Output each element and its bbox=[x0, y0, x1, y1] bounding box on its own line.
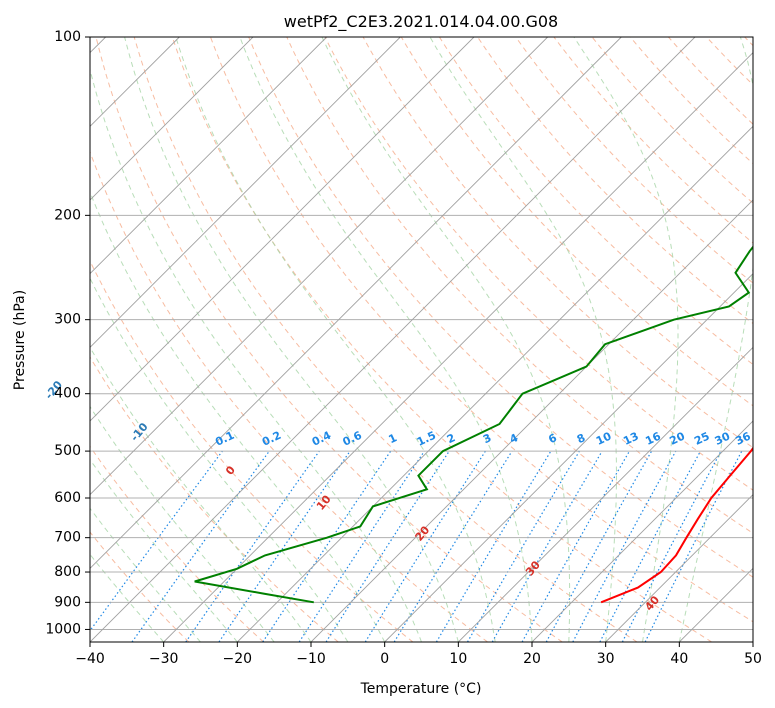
y-tick-label: 600 bbox=[54, 490, 81, 506]
x-tick-label: 30 bbox=[597, 651, 615, 667]
mixing-ratio-label: 36 bbox=[733, 429, 753, 447]
y-tick-label: 800 bbox=[54, 564, 81, 580]
plot-area bbox=[90, 37, 753, 642]
mixing-ratio-line bbox=[90, 450, 223, 632]
y-tick-label: 200 bbox=[54, 207, 81, 223]
y-tick-label: 500 bbox=[54, 443, 81, 459]
x-tick-label: 20 bbox=[523, 651, 541, 667]
isotherm-gridline bbox=[90, 37, 475, 422]
y-axis-label: Pressure (hPa) bbox=[12, 290, 28, 390]
moist-adiabat bbox=[573, 37, 679, 642]
y-tick-label: 700 bbox=[54, 530, 81, 546]
isotherm-gridline bbox=[90, 37, 696, 642]
y-tick-label: 900 bbox=[54, 594, 81, 610]
moist-adiabat bbox=[90, 553, 165, 642]
isotherm-gridline bbox=[90, 37, 548, 496]
mixing-ratio-line bbox=[298, 450, 425, 642]
moist-adiabat bbox=[90, 67, 422, 642]
mixing-ratio-line bbox=[644, 450, 743, 642]
mixing-ratio-label: 20 bbox=[668, 429, 688, 447]
moist-adiabat bbox=[90, 277, 349, 642]
mixing-ratio-label: 30 bbox=[713, 429, 733, 447]
x-axis-label: Temperature (°C) bbox=[360, 681, 482, 697]
isotherm-gridline bbox=[90, 37, 622, 569]
dry-adiabat bbox=[90, 356, 339, 642]
x-tick-label: −20 bbox=[223, 651, 253, 667]
dry-adiabat bbox=[90, 531, 190, 642]
moist-adiabat bbox=[124, 37, 459, 642]
y-tick-label: 400 bbox=[54, 386, 81, 402]
x-tick-label: −10 bbox=[296, 651, 326, 667]
x-tick-label: 50 bbox=[744, 651, 762, 667]
dry-adiabat bbox=[90, 150, 488, 642]
x-tick-label: 40 bbox=[670, 651, 688, 667]
mixing-ratio-line bbox=[572, 450, 677, 642]
isotherm-gridline bbox=[605, 494, 753, 642]
mixing-ratio-line bbox=[325, 450, 450, 642]
isotherm-gridline bbox=[237, 125, 753, 642]
chart-title: wetPf2_C2E3.2021.014.04.00.G08 bbox=[284, 12, 558, 32]
mixing-ratio-line bbox=[185, 450, 320, 642]
dry-adiabat bbox=[324, 37, 753, 491]
dry-adiabat bbox=[438, 37, 753, 366]
dry-adiabat bbox=[133, 37, 638, 642]
dry-adiabat bbox=[286, 37, 753, 534]
mixing-ratio-line bbox=[545, 450, 653, 642]
dry-adiabat bbox=[95, 37, 563, 642]
mixing-ratio-line bbox=[131, 450, 270, 642]
axes: −40 −30 −20 −10 0 10 20 30 40 50 100 200 300 400 500 60… bbox=[45, 29, 762, 667]
isotherm-gridline bbox=[163, 52, 753, 642]
mixing-ratio-line bbox=[218, 450, 351, 642]
mixing-ratio-label: 16 bbox=[643, 429, 663, 447]
mixing-ratio-line bbox=[521, 450, 631, 642]
isotherm-gridline bbox=[458, 346, 753, 642]
y-tick-label: 100 bbox=[54, 29, 81, 45]
isotherm-gridline bbox=[90, 37, 254, 201]
mixing-ratio-label: 13 bbox=[621, 430, 640, 448]
dry-adiabat bbox=[90, 259, 414, 642]
x-tick-label: −40 bbox=[75, 651, 105, 667]
isotherm-gridline bbox=[384, 273, 753, 642]
moist-adiabat bbox=[239, 37, 533, 642]
moist-adiabat bbox=[90, 507, 201, 642]
mixing-ratio-line bbox=[393, 450, 513, 642]
isotherm-gridline bbox=[531, 420, 753, 642]
x-tick-label: 0 bbox=[380, 651, 389, 667]
moist-adiabat bbox=[90, 458, 238, 642]
mixing-ratio-label: 25 bbox=[692, 430, 711, 448]
isotherm-gridline bbox=[90, 37, 401, 348]
temperature-line bbox=[600, 446, 753, 604]
plot-frame bbox=[89, 36, 754, 643]
moist-adiabat bbox=[429, 37, 617, 642]
moist-adiabat bbox=[90, 190, 386, 642]
y-tick-label: 300 bbox=[54, 312, 81, 328]
y-tick-label: 1000 bbox=[45, 621, 81, 637]
isotherm-gridline bbox=[90, 37, 327, 275]
x-tick-label: −30 bbox=[149, 651, 179, 667]
mixing-ratio-line bbox=[262, 450, 392, 642]
moist-adiabat bbox=[175, 37, 496, 642]
mixing-ratio-label: 10 bbox=[594, 429, 614, 447]
isotherm-gridline bbox=[310, 199, 753, 642]
dewpoint-line bbox=[194, 245, 753, 604]
x-tick-label: 10 bbox=[449, 651, 467, 667]
moist-adiabat bbox=[321, 37, 571, 642]
